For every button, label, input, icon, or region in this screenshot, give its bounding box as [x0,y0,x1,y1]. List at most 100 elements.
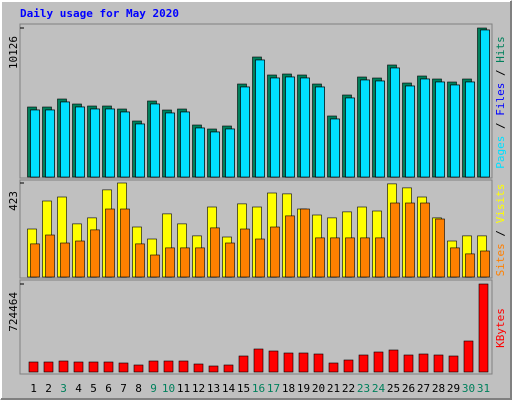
x-tick-label: 19 [297,382,310,395]
chart-title: Daily usage for May 2020 [20,7,179,20]
bar [373,351,384,373]
panel-frame [19,279,493,375]
x-tick-label: 26 [402,382,415,395]
legend-separator: / [494,223,507,243]
x-tick-label: 11 [177,382,190,395]
bar [480,29,490,178]
x-tick-label: 20 [312,382,325,395]
legend-entry: Sites [494,243,507,276]
bar [343,359,354,373]
bar [345,97,355,178]
bar [388,349,399,373]
bar [405,202,415,278]
bar [465,81,475,178]
x-tick-label: 12 [192,382,205,395]
x-tick-label: 16 [252,382,265,395]
bar [285,215,295,278]
bar [148,360,159,373]
x-tick-label: 17 [267,382,280,395]
bar [165,112,175,178]
x-tick-label: 15 [237,382,250,395]
bar [433,354,444,373]
bar [28,361,39,373]
bar [150,103,160,178]
x-tick-label: 4 [75,382,82,395]
bar [253,348,264,373]
bar [75,240,85,278]
bar [240,86,250,178]
panel-frame [19,23,493,179]
bar [328,362,339,373]
y-tick-label: 10126 [7,36,20,69]
legend-entry: KBytes [494,308,507,348]
x-tick-label: 8 [135,382,142,395]
bar [300,208,310,278]
bar [285,76,295,178]
bar [88,361,99,373]
bar [315,86,325,178]
x-tick-label: 21 [327,382,340,395]
bar [420,78,430,178]
x-tick-label: 1 [30,382,37,395]
bar [463,340,474,373]
bar [313,353,324,373]
bar [405,85,415,178]
bar [435,218,445,278]
bar [225,128,235,178]
bar [195,127,205,178]
bar [105,108,115,178]
legend-entry: Visits [494,184,507,224]
bar [448,355,459,373]
bar [163,360,174,373]
x-tick-label: 25 [387,382,400,395]
bar [193,363,204,373]
bar [45,234,55,278]
bar [195,247,205,278]
bar [178,360,189,373]
bar [225,242,235,278]
bar [45,109,55,178]
x-tick-label: 7 [120,382,127,395]
bar [403,354,414,373]
x-tick-label: 23 [357,382,370,395]
legend-entry: Files [494,83,507,116]
bar [315,237,325,278]
bar [375,237,385,278]
bar [210,131,220,178]
x-tick-label: 10 [162,382,175,395]
bar [165,247,175,278]
bar [135,243,145,278]
bar [480,250,490,278]
x-tick-label: 9 [150,382,157,395]
legend: Pages / Files / Hits [494,36,507,169]
bar [120,208,130,278]
bar [390,67,400,178]
x-tick-label: 18 [282,382,295,395]
bar [208,365,219,373]
bar [43,361,54,373]
bar [360,79,370,178]
bar [240,228,250,278]
bar [283,352,294,373]
x-tick-label: 24 [372,382,386,395]
bar [270,226,280,278]
bar [150,254,160,278]
x-tick-label: 29 [447,382,460,395]
bar [120,111,130,178]
bar [358,354,369,373]
bar [180,111,190,178]
bar [30,243,40,278]
bar [345,237,355,278]
bar [450,84,460,178]
legend: KBytes [494,308,507,348]
bar [300,77,310,178]
x-tick-label: 27 [417,382,430,395]
bar [435,81,445,178]
x-tick-label: 22 [342,382,355,395]
legend-entry: Pages [494,136,507,169]
x-tick-label: 30 [462,382,475,395]
bar [180,247,190,278]
